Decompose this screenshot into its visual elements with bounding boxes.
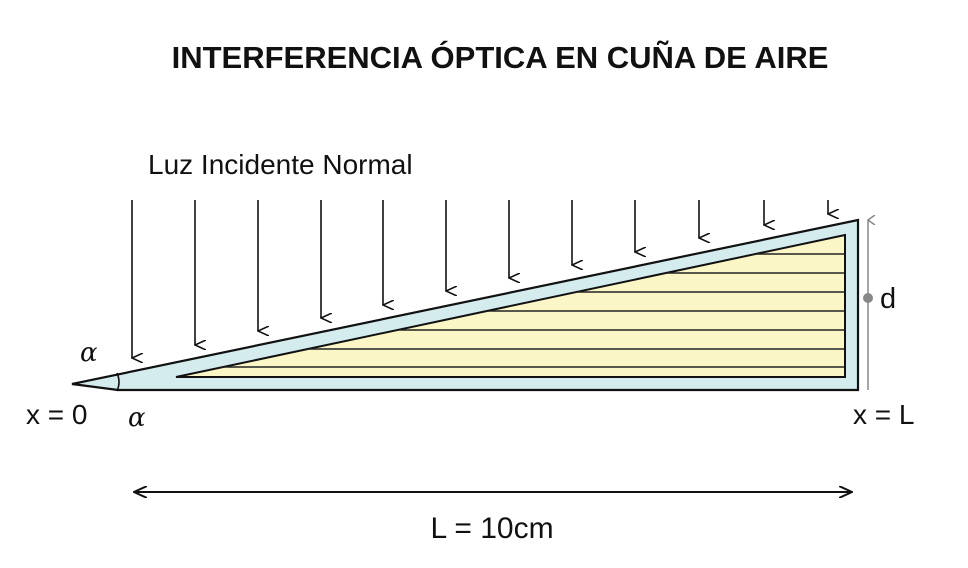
x-start-label: x = 0 bbox=[26, 399, 87, 430]
angle-arc bbox=[116, 372, 120, 392]
x-end-label: x = L bbox=[853, 399, 914, 430]
light-label: Luz Incidente Normal bbox=[148, 149, 413, 180]
thickness-marker-dot bbox=[863, 293, 873, 303]
angle-label-top: α bbox=[80, 338, 98, 368]
thickness-label: d bbox=[880, 283, 896, 315]
angle-label-bottom: α bbox=[128, 403, 146, 433]
incident-light-rays bbox=[132, 200, 828, 358]
diagram-title: INTERFERENCIA ÓPTICA EN CUÑA DE AIRE bbox=[172, 39, 829, 75]
air-wedge-region bbox=[175, 233, 846, 378]
length-label: L = 10cm bbox=[430, 512, 553, 545]
